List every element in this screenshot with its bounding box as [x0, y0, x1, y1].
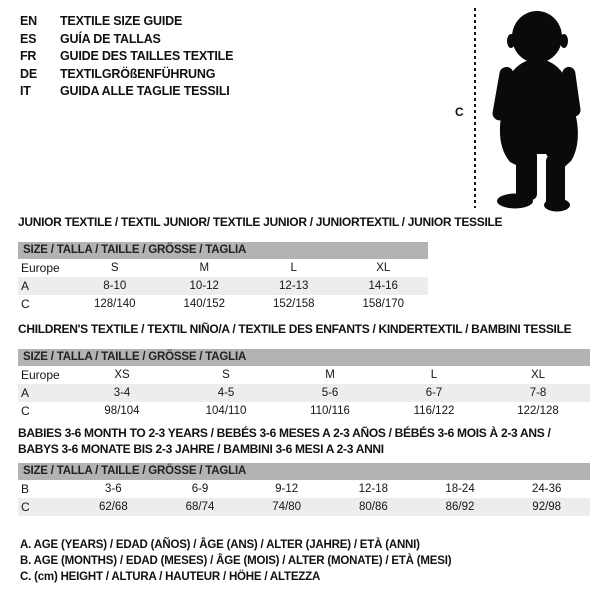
section-title: JUNIOR TEXTILE / TEXTIL JUNIOR/ TEXTILE …	[18, 215, 503, 229]
cell: 6-9	[191, 483, 209, 495]
cell: 104/110	[205, 405, 247, 417]
cell: M	[325, 369, 335, 381]
toddler-silhouette	[492, 11, 581, 212]
cell: 7-8	[529, 387, 547, 399]
cell: 98/104	[104, 405, 140, 417]
row-label: A	[21, 386, 30, 400]
section-childrens-textile: CHILDREN'S TEXTILE / TEXTIL NIÑO/A / TEX…	[18, 321, 590, 420]
cell: 24-36	[531, 483, 562, 495]
cell: XS	[114, 369, 130, 381]
table-row-age-months: B 3-6 6-9 9-12 12-18 18-24 24-36	[18, 480, 590, 498]
table-row-age-years: A 3-4 4-5 5-6 6-7 7-8	[18, 384, 590, 402]
section-junior-textile: JUNIOR TEXTILE / TEXTIL JUNIOR/ TEXTILE …	[18, 214, 503, 313]
cell: 80/86	[358, 501, 388, 513]
section-title-line2: BABYS 3-6 MONATE BIS 2-3 JAHRE / BAMBINI…	[18, 442, 384, 456]
height-label: C	[455, 105, 464, 119]
cell: S	[110, 262, 119, 274]
language-line-en: EN TEXTILE SIZE GUIDE	[20, 13, 233, 31]
cell: 12-18	[358, 483, 389, 495]
section-title-line1: BABIES 3-6 MONTH TO 2-3 YEARS / BEBÉS 3-…	[18, 426, 551, 440]
language-line-it: IT GUIDA ALLE TAGLIE TESSILI	[20, 83, 233, 101]
language-header: EN TEXTILE SIZE GUIDE ES GUÍA DE TALLAS …	[20, 13, 233, 101]
table-size-header: SIZE / TALLA / TAILLE / GRÖSSE / TAGLIA	[18, 463, 590, 480]
cell: 8-10	[103, 280, 127, 292]
cell: 86/92	[445, 501, 475, 513]
table-size-header: SIZE / TALLA / TAILLE / GRÖSSE / TAGLIA	[18, 242, 428, 259]
language-code: DE	[20, 66, 37, 81]
cell: 74/80	[272, 501, 302, 513]
section-babies-textile: BABIES 3-6 MONTH TO 2-3 YEARS / BEBÉS 3-…	[18, 425, 590, 516]
language-title: TEXTILE SIZE GUIDE	[60, 14, 183, 28]
language-code: FR	[20, 49, 37, 63]
cell: 68/74	[185, 501, 215, 513]
language-code: ES	[20, 31, 37, 46]
row-label: Europe	[21, 261, 60, 275]
cell: 128/140	[93, 298, 136, 310]
cell: S	[222, 369, 230, 381]
cell: 122/128	[517, 405, 559, 417]
row-label: A	[21, 279, 30, 293]
row-label: C	[21, 500, 30, 514]
language-code: EN	[20, 14, 37, 28]
cell: 140/152	[183, 298, 226, 310]
table-row-height: C 62/68 68/74 74/80 80/86 86/92 92/98	[18, 498, 590, 516]
language-line-es: ES GUÍA DE TALLAS	[20, 31, 233, 49]
cell: 12-13	[279, 280, 309, 292]
babies-size-table: SIZE / TALLA / TAILLE / GRÖSSE / TAGLIA …	[18, 463, 590, 516]
cell: L	[430, 369, 438, 381]
childrens-size-table: SIZE / TALLA / TAILLE / GRÖSSE / TAGLIA …	[18, 349, 590, 420]
legend-line-c: C. (cm) HEIGHT / ALTURA / HAUTEUR / HÖHE…	[20, 571, 321, 583]
table-row-height: C 98/104 104/110 110/116 116/122 122/128	[18, 402, 590, 420]
legend-line-b: B. AGE (MONTHS) / EDAD (MESES) / ÂGE (MO…	[20, 555, 452, 567]
table-row-age-years: A 8-10 10-12 12-13 14-16	[18, 277, 428, 295]
table-size-header: SIZE / TALLA / TAILLE / GRÖSSE / TAGLIA	[18, 349, 590, 366]
row-label: B	[21, 482, 30, 496]
cell: 152/158	[272, 298, 315, 310]
cell: 92/98	[532, 501, 562, 513]
section-title: CHILDREN'S TEXTILE / TEXTIL NIÑO/A / TEX…	[18, 322, 572, 336]
cell: 158/170	[362, 298, 405, 310]
cell: 3-4	[113, 387, 131, 399]
cell: 10-12	[189, 280, 219, 292]
language-code: IT	[20, 84, 31, 98]
cell: 110/116	[310, 405, 350, 417]
language-line-de: DE TEXTILGRÖßENFÜHRUNG	[20, 66, 233, 84]
table-row-europe: Europe XS S M L XL	[18, 366, 590, 384]
language-title: GUÍA DE TALLAS	[60, 31, 161, 46]
legend-line-a: A. AGE (YEARS) / EDAD (AÑOS) / ÂGE (ANS)…	[20, 539, 420, 551]
cell: XL	[530, 369, 546, 381]
cell: 116/122	[413, 405, 455, 417]
cell: 14-16	[368, 280, 398, 292]
row-label: C	[21, 404, 30, 418]
row-label: C	[21, 297, 30, 311]
cell: 6-7	[425, 387, 443, 399]
cell: L	[290, 262, 297, 274]
row-label: Europe	[21, 368, 60, 382]
cell: 18-24	[445, 483, 475, 495]
cell: 5-6	[321, 387, 339, 399]
language-title: GUIDE DES TAILLES TEXTILE	[60, 49, 234, 63]
cell: 62/68	[98, 501, 128, 513]
cell: 4-5	[217, 387, 235, 399]
cell: 9-12	[275, 483, 299, 495]
cell: M	[199, 262, 210, 274]
height-measure-dashed-line	[474, 8, 476, 208]
language-title: TEXTILGRÖßENFÜHRUNG	[60, 66, 216, 81]
language-line-fr: FR GUIDE DES TAILLES TEXTILE	[20, 48, 233, 66]
cell: XL	[376, 262, 391, 274]
legend: A. AGE (YEARS) / EDAD (AÑOS) / ÂGE (ANS)…	[20, 537, 452, 585]
junior-size-table: SIZE / TALLA / TAILLE / GRÖSSE / TAGLIA …	[18, 242, 428, 313]
table-row-height: C 128/140 140/152 152/158 158/170	[18, 295, 428, 313]
language-title: GUIDA ALLE TAGLIE TESSILI	[60, 84, 230, 98]
table-row-europe: Europe S M L XL	[18, 259, 428, 277]
cell: 3-6	[105, 483, 122, 495]
